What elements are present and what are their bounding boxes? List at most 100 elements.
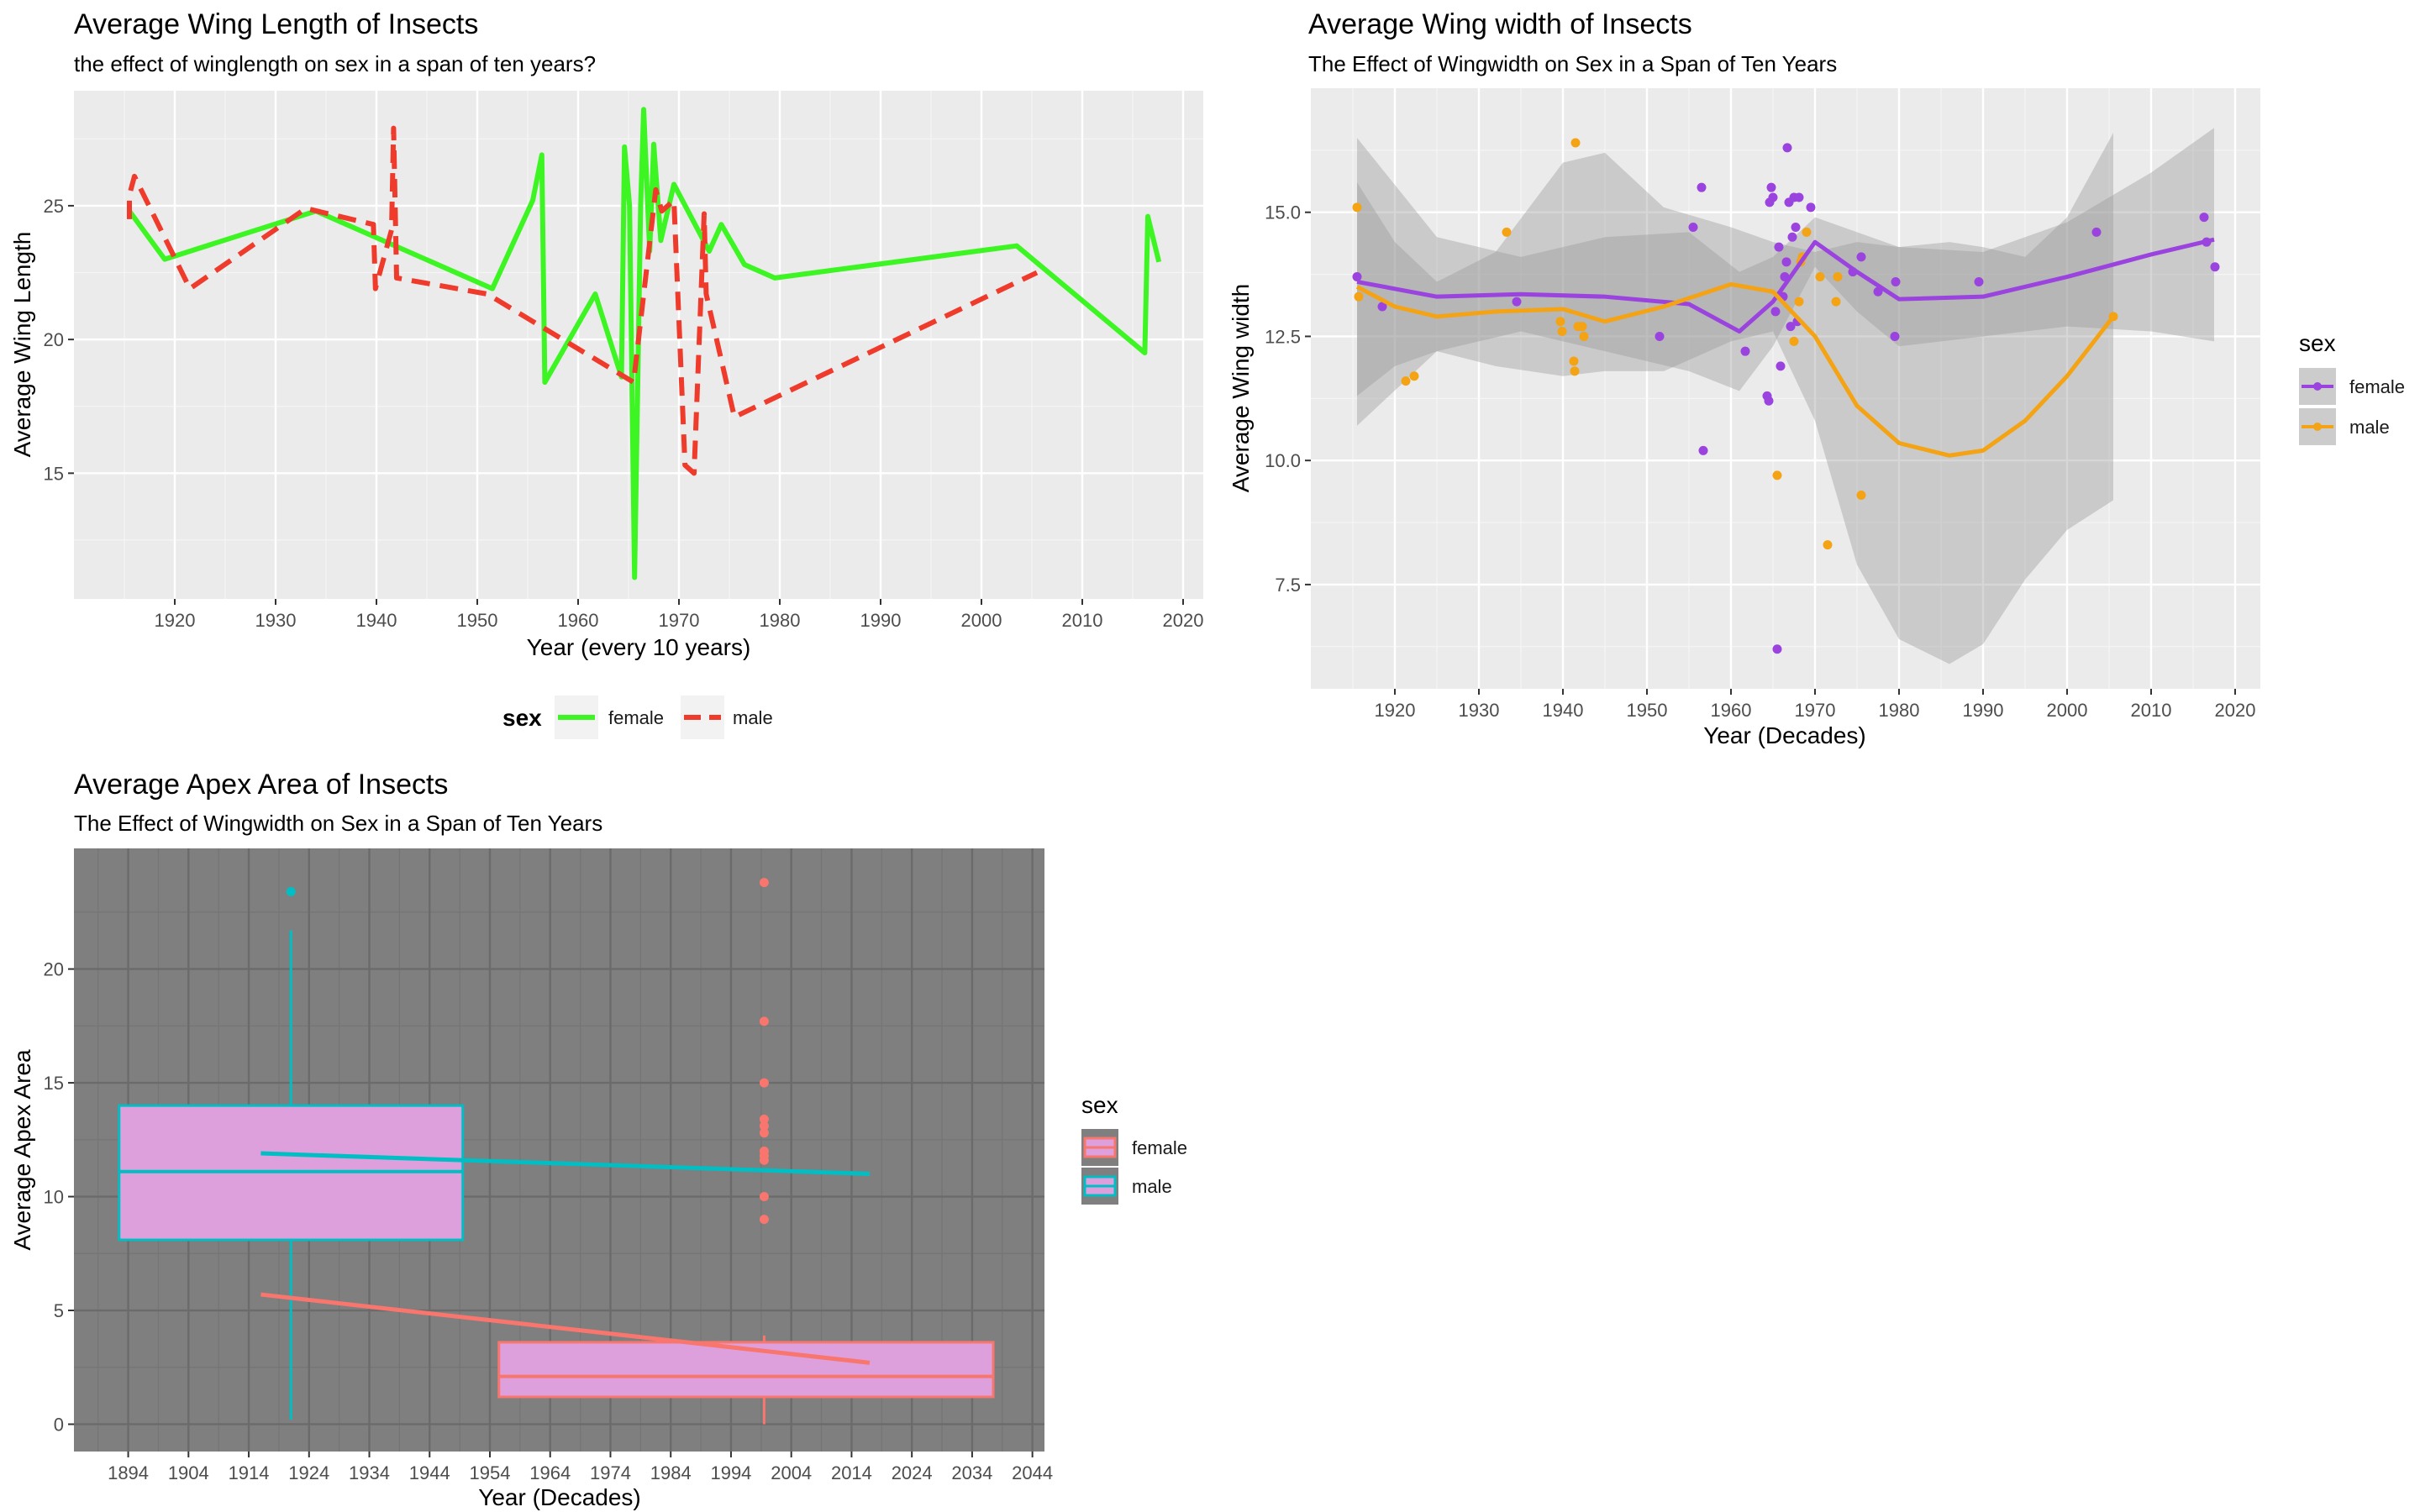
y-tick-label: 5 bbox=[54, 1300, 64, 1321]
x-tick-label: 1950 bbox=[1627, 700, 1668, 721]
trend-line-male bbox=[260, 1151, 871, 1176]
confidence-band-male bbox=[1357, 133, 2113, 664]
y-tick-label: 15.0 bbox=[1265, 202, 1301, 223]
x-tick-label: 2010 bbox=[1062, 610, 1103, 631]
data-point-female bbox=[1352, 272, 1362, 282]
data-point-female bbox=[1794, 192, 1804, 202]
x-tick-label: 2000 bbox=[961, 610, 1002, 631]
chart-1-legend-label-male: male bbox=[733, 707, 773, 728]
data-point-female bbox=[1697, 182, 1707, 192]
data-point-male bbox=[1815, 272, 1825, 282]
data-point-female bbox=[2091, 227, 2102, 237]
chart-1-x-axis-label: Year (every 10 years) bbox=[527, 634, 751, 660]
chart-1-plot-area bbox=[127, 107, 1162, 580]
chart-3-plot-area bbox=[118, 878, 995, 1425]
outlier-point-female bbox=[759, 1215, 769, 1225]
chart-2-x-axis: 1920 1930 1940 1950 1960 1970 1980 1990 2000 2010… bbox=[1375, 689, 2255, 721]
chart-2-title: Average Wing width of Insects bbox=[1308, 8, 1692, 40]
x-tick-label: 1894 bbox=[108, 1462, 149, 1483]
outlier-point-female bbox=[759, 1155, 769, 1165]
data-point-male bbox=[1823, 540, 1833, 550]
data-point-male bbox=[1833, 272, 1843, 282]
data-point-male bbox=[1502, 227, 1512, 237]
x-tick-label: 1980 bbox=[1879, 700, 1920, 721]
data-point-female bbox=[2199, 213, 2209, 223]
x-tick-label: 2000 bbox=[2047, 700, 2088, 721]
chart-3-legend: sex female male bbox=[1081, 1092, 1187, 1205]
data-point-male bbox=[1557, 327, 1567, 337]
x-tick-label: 1994 bbox=[710, 1462, 751, 1483]
chart-3-title: Average Apex Area of Insects bbox=[74, 769, 448, 801]
data-point-male bbox=[1555, 317, 1565, 327]
data-point-female bbox=[1766, 182, 1776, 192]
x-tick-label: 1960 bbox=[558, 610, 599, 631]
chart-2-x-axis-label: Year (Decades) bbox=[1703, 722, 1866, 748]
x-tick-label: 1920 bbox=[155, 610, 196, 631]
y-tick-label: 25 bbox=[44, 196, 64, 217]
data-point-male bbox=[1802, 227, 1812, 237]
x-tick-label: 1930 bbox=[1459, 700, 1500, 721]
x-tick-label: 1904 bbox=[168, 1462, 209, 1483]
y-tick-label: 15 bbox=[44, 1073, 64, 1094]
chart-2-panel bbox=[1311, 88, 2260, 689]
y-tick-label: 0 bbox=[54, 1414, 64, 1435]
x-tick-label: 1964 bbox=[529, 1462, 571, 1483]
y-tick-label: 20 bbox=[44, 329, 64, 350]
x-tick-label: 1970 bbox=[659, 610, 700, 631]
chart-1-x-axis: 1920 1930 1940 1950 1960 1970 1980 1990 2000 2010… bbox=[155, 599, 1204, 631]
x-tick-label: 1970 bbox=[1795, 700, 1836, 721]
chart-wing-length: Average Wing Length of Insects the effec… bbox=[9, 8, 1203, 739]
x-tick-label: 1990 bbox=[860, 610, 902, 631]
data-point-male bbox=[1401, 376, 1411, 386]
x-tick-label: 1954 bbox=[470, 1462, 511, 1483]
chart-1-legend: sex female male bbox=[502, 696, 773, 739]
data-point-female bbox=[1772, 644, 1782, 654]
x-tick-label: 2014 bbox=[831, 1462, 872, 1483]
x-tick-label: 1940 bbox=[356, 610, 397, 631]
chart-3-legend-label-male: male bbox=[1132, 1176, 1172, 1197]
x-tick-label: 1940 bbox=[1543, 700, 1584, 721]
data-point-male bbox=[1577, 322, 1587, 332]
data-point-female bbox=[1764, 396, 1774, 406]
chart-2-legend-label-male: male bbox=[2349, 417, 2390, 438]
chart-1-legend-title: sex bbox=[502, 705, 542, 731]
data-point-male bbox=[1579, 331, 1589, 341]
data-point-male bbox=[1570, 138, 1581, 148]
x-tick-label: 1974 bbox=[590, 1462, 631, 1483]
chart-2-legend-point-female bbox=[2313, 382, 2322, 391]
outlier-point-female bbox=[759, 878, 769, 888]
data-point-male bbox=[1794, 297, 1804, 307]
data-point-female bbox=[1655, 331, 1665, 341]
data-point-male bbox=[1831, 297, 1841, 307]
data-point-female bbox=[1776, 361, 1786, 371]
trend-line-female bbox=[260, 1292, 871, 1365]
y-tick-label: 7.5 bbox=[1275, 575, 1301, 596]
x-tick-label: 1924 bbox=[288, 1462, 329, 1483]
outlier-point-female bbox=[759, 1016, 769, 1026]
data-point-female bbox=[1688, 222, 1698, 232]
chart-2-y-axis-label: Average Wing width bbox=[1228, 284, 1254, 493]
chart-3-x-axis-label: Year (Decades) bbox=[478, 1484, 641, 1510]
x-tick-label: 1950 bbox=[457, 610, 498, 631]
data-point-male bbox=[1856, 491, 1866, 501]
chart-1-y-axis-label: Average Wing Length bbox=[9, 232, 35, 458]
data-point-female bbox=[1890, 331, 1900, 341]
data-point-male bbox=[1569, 356, 1579, 366]
y-tick-label: 15 bbox=[44, 463, 64, 484]
chart-3-y-axis-label: Average Apex Area bbox=[9, 1049, 35, 1251]
chart-2-gridlines bbox=[1311, 88, 2260, 689]
data-point-female bbox=[1974, 276, 1984, 286]
x-tick-label: 1980 bbox=[760, 610, 801, 631]
data-point-female bbox=[1781, 257, 1791, 267]
data-point-male bbox=[1772, 470, 1782, 480]
chart-3-legend-title: sex bbox=[1081, 1092, 1118, 1118]
x-tick-label: 2044 bbox=[1012, 1462, 1053, 1483]
chart-apex-area: Average Apex Area of Insects The Effect … bbox=[9, 769, 1187, 1510]
data-point-male bbox=[1354, 291, 1364, 302]
data-point-female bbox=[1377, 302, 1387, 312]
data-point-female bbox=[1891, 276, 1901, 286]
data-point-female bbox=[1740, 346, 1750, 356]
x-tick-label: 1984 bbox=[650, 1462, 692, 1483]
x-tick-label: 2020 bbox=[1163, 610, 1204, 631]
